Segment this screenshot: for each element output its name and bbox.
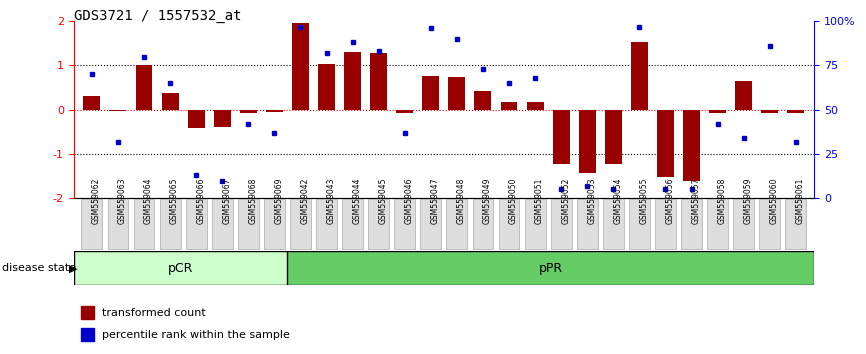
FancyBboxPatch shape: [525, 199, 546, 249]
Text: GSM559063: GSM559063: [118, 178, 127, 224]
Bar: [81, 327, 94, 341]
FancyBboxPatch shape: [551, 199, 572, 249]
Text: GSM559045: GSM559045: [378, 178, 388, 224]
Bar: [475, 91, 491, 110]
Bar: [604, 110, 622, 164]
FancyBboxPatch shape: [159, 199, 180, 249]
FancyBboxPatch shape: [316, 199, 337, 249]
FancyBboxPatch shape: [133, 199, 154, 249]
FancyBboxPatch shape: [107, 199, 128, 249]
Text: GSM559061: GSM559061: [796, 178, 805, 224]
FancyBboxPatch shape: [74, 251, 288, 285]
FancyBboxPatch shape: [288, 251, 814, 285]
Text: GSM559067: GSM559067: [223, 178, 231, 224]
Text: GSM559049: GSM559049: [483, 178, 492, 224]
Bar: [423, 76, 439, 110]
Text: GSM559053: GSM559053: [587, 178, 596, 224]
Text: GSM559046: GSM559046: [404, 178, 414, 224]
FancyBboxPatch shape: [785, 199, 806, 249]
Bar: [370, 53, 387, 110]
FancyBboxPatch shape: [577, 199, 598, 249]
Bar: [162, 93, 178, 110]
Bar: [683, 110, 700, 181]
FancyBboxPatch shape: [238, 199, 259, 249]
Text: GSM559069: GSM559069: [275, 178, 283, 224]
FancyBboxPatch shape: [342, 199, 363, 249]
Bar: [553, 110, 570, 164]
FancyBboxPatch shape: [185, 199, 207, 249]
Bar: [527, 102, 544, 110]
FancyBboxPatch shape: [81, 199, 102, 249]
FancyBboxPatch shape: [290, 199, 311, 249]
FancyBboxPatch shape: [734, 199, 754, 249]
Bar: [449, 78, 465, 110]
Text: GSM559043: GSM559043: [326, 178, 335, 224]
FancyBboxPatch shape: [368, 199, 389, 249]
Bar: [657, 110, 674, 177]
FancyBboxPatch shape: [394, 199, 415, 249]
Bar: [318, 64, 335, 110]
Text: GSM559056: GSM559056: [665, 178, 675, 224]
Bar: [501, 102, 518, 110]
Text: GSM559060: GSM559060: [770, 178, 779, 224]
FancyBboxPatch shape: [681, 199, 702, 249]
Bar: [709, 110, 726, 113]
Text: GSM559062: GSM559062: [92, 178, 100, 224]
Text: GSM559055: GSM559055: [639, 178, 649, 224]
Text: GSM559057: GSM559057: [692, 178, 701, 224]
Bar: [214, 110, 230, 127]
FancyBboxPatch shape: [420, 199, 441, 249]
Text: GSM559065: GSM559065: [170, 178, 179, 224]
FancyBboxPatch shape: [499, 199, 520, 249]
Text: pPR: pPR: [539, 262, 563, 275]
Text: GSM559048: GSM559048: [457, 178, 466, 224]
Text: GSM559051: GSM559051: [535, 178, 544, 224]
Text: GSM559050: GSM559050: [509, 178, 518, 224]
Text: GSM559068: GSM559068: [249, 178, 257, 224]
Bar: [787, 110, 805, 113]
Bar: [735, 81, 752, 110]
Text: GSM559054: GSM559054: [613, 178, 623, 224]
Text: ▶: ▶: [69, 263, 78, 273]
Text: GSM559066: GSM559066: [196, 178, 205, 224]
Bar: [188, 110, 204, 129]
Text: GSM559052: GSM559052: [561, 178, 570, 224]
FancyBboxPatch shape: [603, 199, 624, 249]
FancyBboxPatch shape: [629, 199, 650, 249]
FancyBboxPatch shape: [473, 199, 494, 249]
FancyBboxPatch shape: [759, 199, 780, 249]
Text: GSM559042: GSM559042: [301, 178, 309, 224]
Text: percentile rank within the sample: percentile rank within the sample: [101, 330, 289, 340]
Text: GSM559044: GSM559044: [352, 178, 362, 224]
Text: pCR: pCR: [168, 262, 193, 275]
FancyBboxPatch shape: [447, 199, 468, 249]
Text: GSM559058: GSM559058: [718, 178, 727, 224]
Bar: [292, 23, 309, 110]
Bar: [344, 52, 361, 110]
Bar: [397, 110, 413, 113]
FancyBboxPatch shape: [264, 199, 285, 249]
Bar: [578, 110, 596, 172]
Bar: [136, 65, 152, 110]
Bar: [81, 306, 94, 319]
Text: disease state: disease state: [2, 263, 76, 273]
FancyBboxPatch shape: [212, 199, 233, 249]
Text: GSM559047: GSM559047: [430, 178, 440, 224]
Text: GSM559059: GSM559059: [744, 178, 753, 224]
Bar: [761, 110, 779, 113]
Bar: [83, 96, 100, 110]
Bar: [240, 110, 256, 113]
Text: GSM559064: GSM559064: [144, 178, 153, 224]
FancyBboxPatch shape: [655, 199, 675, 249]
Text: transformed count: transformed count: [101, 308, 205, 318]
Bar: [266, 110, 283, 112]
FancyBboxPatch shape: [708, 199, 728, 249]
Text: GDS3721 / 1557532_at: GDS3721 / 1557532_at: [74, 9, 241, 23]
Bar: [631, 42, 648, 110]
